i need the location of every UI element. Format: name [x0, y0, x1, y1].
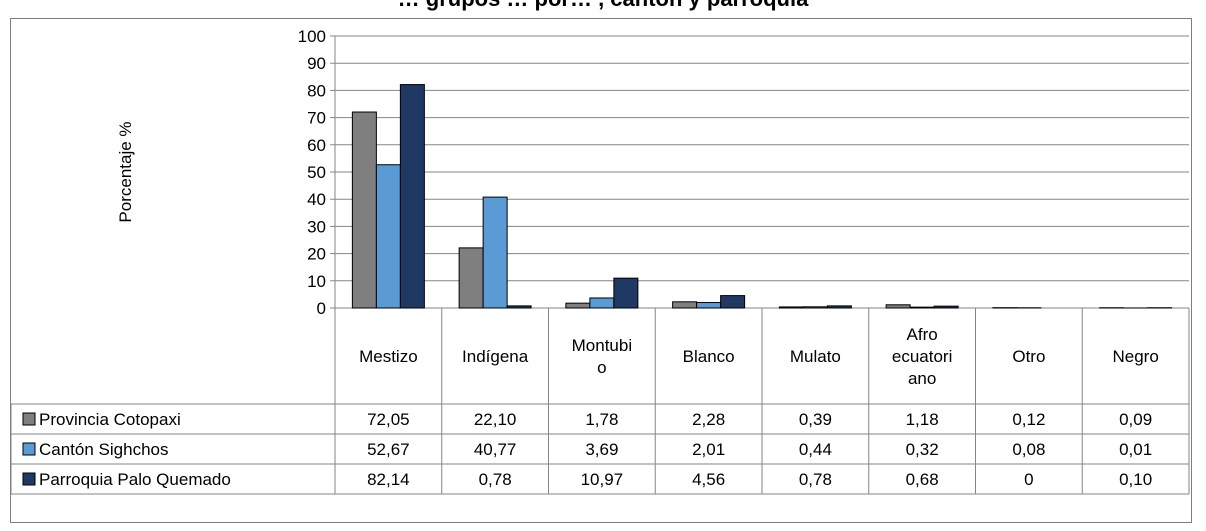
y-tick-label: 60	[307, 136, 326, 155]
legend-swatch	[22, 412, 36, 426]
data-label: 2,01	[692, 440, 725, 459]
data-label: 0,10	[1119, 470, 1152, 489]
category-label: Mulato	[790, 347, 841, 366]
bar	[909, 306, 935, 309]
bar	[589, 297, 615, 309]
data-label: 0,39	[799, 410, 832, 429]
bar	[482, 196, 508, 309]
legend-label: Cantón Sighchos	[39, 440, 168, 459]
data-label: 0,68	[906, 470, 939, 489]
category-label: Blanco	[683, 347, 735, 366]
legend-label: Parroquia Palo Quemado	[39, 470, 231, 489]
y-tick-label: 40	[307, 190, 326, 209]
bar	[506, 305, 532, 309]
bar	[778, 306, 804, 309]
legend-swatch	[22, 472, 36, 486]
category-label: Otro	[1012, 347, 1045, 366]
data-label: 52,67	[367, 440, 410, 459]
bar	[375, 164, 401, 309]
category-label: Mestizo	[359, 347, 418, 366]
y-tick-label: 70	[307, 109, 326, 128]
data-label: 0,78	[799, 470, 832, 489]
bar	[458, 247, 484, 309]
y-tick-label: 100	[298, 27, 326, 46]
grouped-bar-chart-with-data-table: 0 10 20 30 40 50 60 70 80 90 100 Porcentaje % Mestiz…	[11, 27, 1190, 495]
data-label: 82,14	[367, 470, 410, 489]
legend-label: Provincia Cotopaxi	[39, 410, 181, 429]
chart-frame: 0 10 20 30 40 50 60 70 80 90 100 Porcentaje % Mestiz…	[10, 18, 1192, 523]
bar	[672, 301, 698, 309]
data-label: 0,44	[799, 440, 832, 459]
data-label: 0,12	[1012, 410, 1045, 429]
data-label: 22,10	[474, 410, 517, 429]
y-tick-label: 20	[307, 245, 326, 264]
data-label: 3,69	[585, 440, 618, 459]
y-tick-label: 90	[307, 54, 326, 73]
data-label: 2,28	[692, 410, 725, 429]
bar	[565, 302, 591, 309]
y-axis-label: Porcentaje %	[116, 121, 135, 222]
category-label: Indígena	[462, 347, 529, 366]
data-label: 0,08	[1012, 440, 1045, 459]
data-label: 0,32	[906, 440, 939, 459]
bar	[399, 84, 425, 309]
data-label: 4,56	[692, 470, 725, 489]
y-tick-label: 50	[307, 163, 326, 182]
bar	[885, 304, 911, 309]
data-label: 10,97	[581, 470, 624, 489]
data-label: 0,09	[1119, 410, 1152, 429]
y-tick-label: 0	[317, 299, 326, 318]
data-label: 72,05	[367, 410, 410, 429]
data-label: 0,78	[479, 470, 512, 489]
data-label: 0,01	[1119, 440, 1152, 459]
bar	[696, 302, 722, 309]
bar	[351, 111, 377, 309]
chart-title: … grupos … por… , cantón y parroquia	[0, 0, 1206, 12]
data-label: 40,77	[474, 440, 517, 459]
y-tick-label: 30	[307, 217, 326, 236]
bar	[720, 295, 746, 309]
data-label: 0	[1024, 470, 1033, 489]
data-label: 1,78	[585, 410, 618, 429]
category-label: Negro	[1112, 347, 1158, 366]
category-label: Montubi	[572, 336, 632, 355]
bar	[933, 305, 959, 309]
bar	[826, 305, 852, 309]
legend-swatch	[22, 442, 36, 456]
category-label: ecuatori	[892, 347, 952, 366]
category-label: ano	[908, 369, 936, 388]
data-label: 1,18	[906, 410, 939, 429]
bar	[802, 306, 828, 309]
category-label: o	[597, 358, 606, 377]
y-tick-label: 10	[307, 272, 326, 291]
y-tick-label: 80	[307, 81, 326, 100]
category-label: Afro	[907, 325, 938, 344]
bar	[613, 277, 639, 309]
